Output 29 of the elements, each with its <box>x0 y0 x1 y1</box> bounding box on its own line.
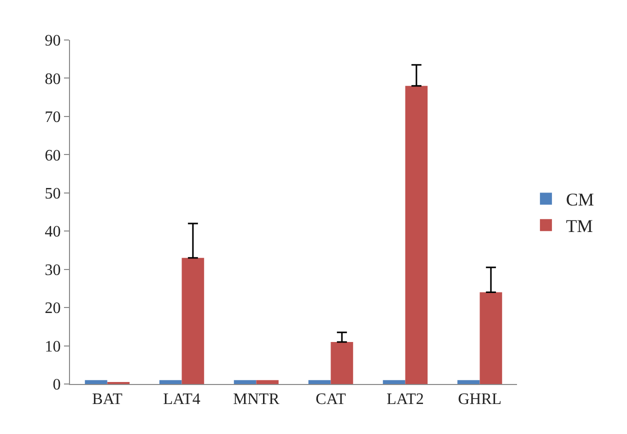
x-tick-label: GHRL <box>458 391 502 408</box>
bar <box>159 380 182 384</box>
y-tick-label: 60 <box>44 147 61 164</box>
y-tick-label: 50 <box>44 185 61 202</box>
y-tick-label: 90 <box>44 32 61 50</box>
bar <box>182 258 204 384</box>
y-tick-label: 0 <box>52 376 61 394</box>
y-tick-label: 20 <box>44 300 61 318</box>
x-tick-label: CAT <box>316 391 346 408</box>
bar <box>308 380 331 384</box>
x-tick-label: LAT4 <box>163 391 200 408</box>
bar <box>457 380 480 384</box>
x-tick-label: MNTR <box>233 391 280 408</box>
y-tick-label: 80 <box>44 70 61 88</box>
x-tick-label: BAT <box>92 391 123 408</box>
x-tick-label: LAT2 <box>386 391 424 408</box>
y-tick-label: 70 <box>44 109 61 126</box>
bar <box>330 342 354 384</box>
legend-label: TM <box>566 216 593 236</box>
y-tick-label: 30 <box>44 262 61 279</box>
y-tick-label: 40 <box>44 224 61 241</box>
bar <box>480 292 502 384</box>
y-tick-label: 10 <box>44 338 61 356</box>
bar <box>382 380 406 384</box>
legend-label: CM <box>566 190 594 210</box>
bar <box>84 380 108 384</box>
bar <box>256 380 279 384</box>
bar <box>405 86 428 384</box>
bar <box>234 380 256 384</box>
